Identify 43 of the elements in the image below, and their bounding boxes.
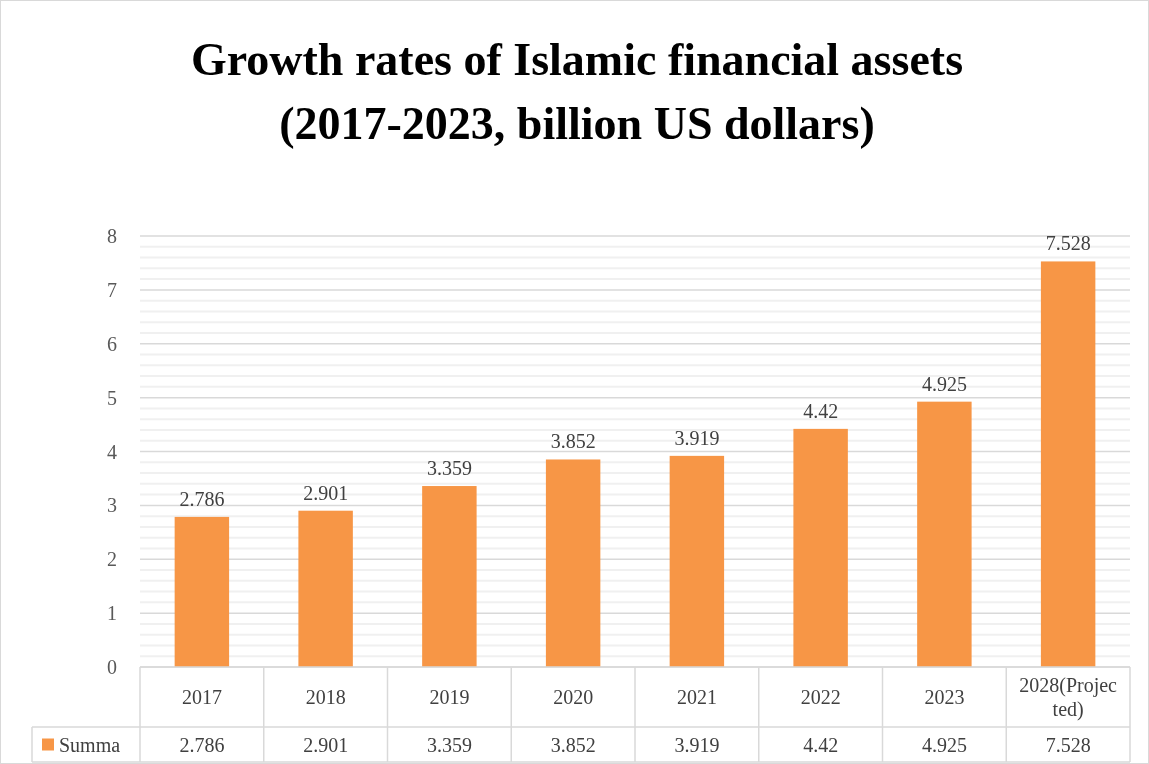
data-label: 2.786	[179, 733, 225, 756]
bar	[422, 486, 477, 667]
x-tick-label: 2028(Projected)	[1019, 674, 1118, 721]
y-tick-label: 2	[107, 548, 117, 571]
y-tick-label: 5	[107, 386, 117, 409]
x-tick-label: 2021	[676, 686, 717, 708]
x-tick-label: 2022	[800, 686, 841, 708]
y-tick-label: 8	[107, 225, 117, 247]
bar	[793, 428, 848, 667]
annotation: 7.528	[1045, 232, 1091, 255]
data-label: 3.919	[674, 733, 720, 756]
data-label: 3.359	[426, 733, 472, 756]
annotation: 3.919	[674, 426, 720, 449]
bar	[1040, 261, 1096, 667]
x-tick-label: 2018	[305, 686, 346, 708]
annotation: 2.901	[303, 481, 349, 504]
y-tick-label: 0	[107, 656, 117, 678]
bar	[298, 510, 353, 667]
x-tick-label: 2019	[429, 686, 470, 708]
annotation: 2.786	[179, 487, 225, 510]
data-label: 3.852	[550, 733, 596, 756]
y-tick-label: 7	[107, 278, 117, 301]
x-tick-label: 2020	[553, 686, 594, 708]
data-label: 7.528	[1045, 733, 1091, 756]
annotation: 3.359	[426, 457, 472, 480]
data-label: 2.901	[303, 733, 349, 756]
bar	[545, 459, 601, 667]
annotation: 3.852	[550, 430, 596, 453]
y-tick-label: 4	[107, 440, 117, 463]
x-tick-label: 2023	[924, 686, 965, 708]
y-tick-label: 3	[107, 494, 117, 517]
bar	[174, 516, 230, 667]
chart-title: Growth rates of Islamic financial assets (2017-2023, billion US dollars)	[190, 34, 964, 149]
y-tick-label: 1	[107, 602, 117, 625]
data-label: 4.925	[921, 733, 967, 756]
legend-label: Summa	[59, 733, 121, 756]
x-tick-label: 2017	[181, 686, 222, 708]
annotation: 4.925	[921, 372, 967, 395]
data-label: 4.42	[803, 733, 839, 756]
y-tick-label: 6	[107, 332, 117, 355]
bar	[669, 455, 725, 667]
annotation: 4.42	[803, 399, 839, 422]
bar	[917, 401, 972, 667]
